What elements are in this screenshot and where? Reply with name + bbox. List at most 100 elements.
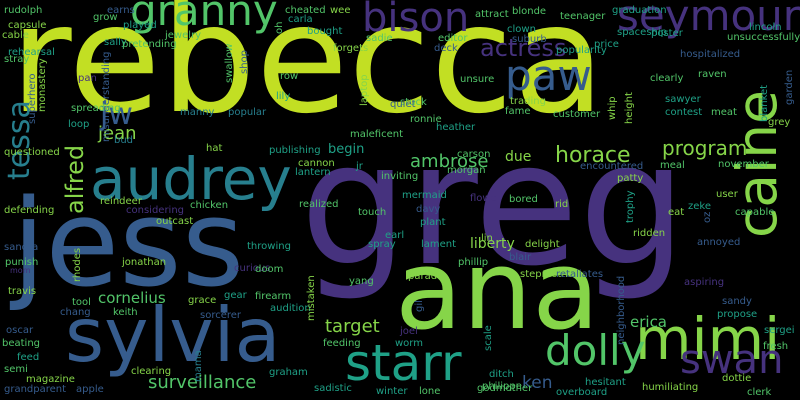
word: cheated [285, 5, 326, 16]
word: grow [93, 12, 118, 23]
word: customer [553, 109, 601, 120]
word: inviting [381, 171, 419, 182]
word: aspiring [684, 277, 725, 288]
word: surveillance [148, 372, 257, 393]
word: winter [376, 386, 408, 397]
word: magazine [26, 374, 75, 385]
word: popular [228, 107, 267, 118]
word: monastery [37, 58, 48, 112]
word: spreading [71, 103, 121, 114]
word: contest [665, 107, 703, 118]
word: capsule [8, 20, 47, 31]
word: meal [660, 160, 685, 171]
word: chang [60, 307, 91, 318]
word: grandparent [4, 384, 67, 395]
word: audrey [90, 145, 292, 213]
word: davy [416, 204, 441, 215]
word: earns [107, 5, 135, 16]
word: pan [78, 73, 97, 84]
word: sawyer [665, 94, 701, 105]
word: carla [288, 14, 313, 25]
word: swallow [224, 43, 235, 83]
word: spaceship [617, 27, 668, 38]
word: lily [276, 91, 291, 102]
word: quiet [390, 99, 416, 110]
word: punish [5, 257, 39, 268]
word: carson [457, 149, 491, 160]
word: trading [510, 96, 546, 107]
word: oz [702, 211, 713, 223]
word: throwing [247, 241, 291, 252]
word: sylvia [65, 291, 281, 379]
word: laptop [359, 74, 370, 106]
word: program [662, 136, 748, 160]
word: hesitant [585, 377, 626, 388]
word: sadie [366, 33, 393, 44]
word: oh [274, 21, 285, 34]
word: joel [400, 326, 418, 337]
word: liberty [470, 236, 515, 252]
word: bought [307, 26, 343, 37]
word: mermaid [402, 190, 447, 201]
word: begin [328, 142, 365, 157]
word: apple [76, 384, 104, 395]
word: row [280, 71, 299, 82]
word: bud [114, 135, 134, 146]
word: chicken [190, 200, 229, 211]
word: price [594, 39, 619, 50]
word: doom [255, 264, 284, 275]
word: cannon [298, 158, 335, 169]
word: sergei [764, 325, 795, 336]
word: clerk [747, 387, 772, 398]
word: outcast [156, 216, 194, 227]
word: graham [269, 367, 308, 378]
word: heather [436, 122, 476, 133]
word: jr [356, 161, 363, 172]
word: jean [98, 123, 137, 144]
word: tool [72, 297, 91, 308]
word: superhero [27, 73, 38, 124]
word: overboard [556, 387, 608, 398]
word: touch [358, 207, 387, 218]
word: unsure [460, 74, 495, 85]
word: spray [368, 239, 396, 250]
word: feed [17, 352, 40, 363]
word: sorcerer [200, 310, 242, 321]
word: ana [395, 226, 600, 354]
word: due [505, 149, 532, 165]
word: capable [735, 207, 775, 218]
word: oscar [6, 325, 34, 336]
word: parade [408, 271, 444, 282]
word: realized [299, 199, 339, 210]
word: fresh [763, 341, 789, 352]
word: mama [193, 350, 204, 382]
word: lantern [295, 167, 331, 178]
word: audition [270, 303, 311, 314]
word: mistaken [306, 275, 317, 321]
word: phillip [458, 257, 489, 268]
word: alfred [61, 144, 89, 214]
word: travis [8, 286, 37, 297]
word: actress [480, 34, 567, 62]
word: grace [188, 295, 217, 306]
word: encountered [580, 161, 644, 172]
word: starr [345, 334, 462, 392]
word: propose [717, 309, 758, 320]
word: whip [607, 96, 618, 120]
word: trophy [625, 190, 636, 223]
word: forgets [333, 43, 369, 54]
word: earl [385, 230, 405, 241]
word: shop [239, 49, 250, 74]
word: loop [68, 119, 90, 130]
word: teenager [560, 11, 606, 22]
word: november [718, 159, 769, 170]
word: dolly [545, 326, 646, 375]
word: clown [507, 24, 536, 35]
word: greg [300, 106, 687, 304]
word: maleficent [350, 129, 404, 140]
word: stepmother [520, 269, 579, 280]
word: lincoln [749, 22, 782, 33]
word: erica [630, 313, 668, 331]
word: keith [113, 307, 138, 318]
